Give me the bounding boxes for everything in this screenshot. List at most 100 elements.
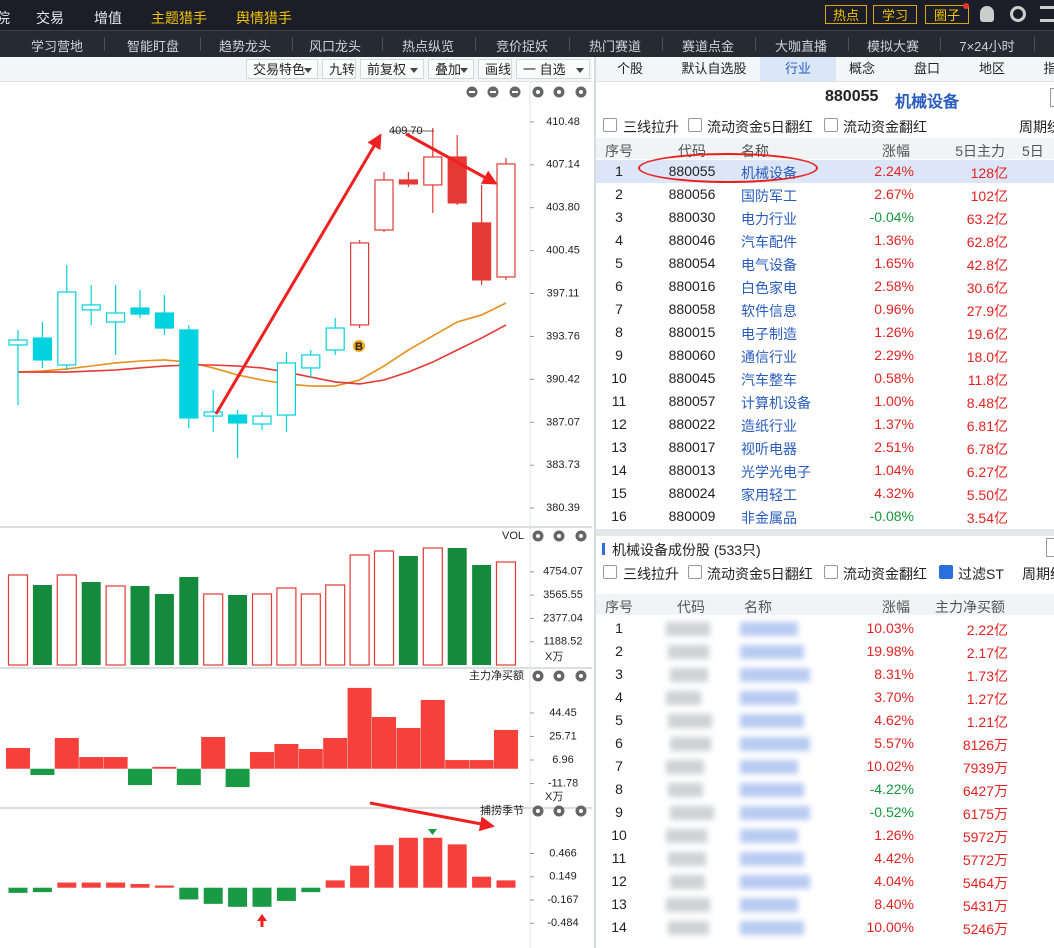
sub-nav-item[interactable]: 热点纵览 <box>401 39 454 54</box>
row-index: 1 <box>615 620 623 636</box>
main-net-buy: 5464万 <box>962 875 1008 891</box>
sub-nav-item[interactable]: 智能盯盘 <box>126 39 179 54</box>
tab[interactable]: 默认自选股 <box>681 61 747 76</box>
checkbox[interactable] <box>603 118 617 132</box>
change-pct: 5.57% <box>874 735 914 751</box>
filter-label[interactable]: 周期统 <box>1019 119 1054 135</box>
icon-inner <box>579 534 583 538</box>
nav-item[interactable]: 舆情猎手 <box>236 10 292 26</box>
row-index: 10 <box>611 827 627 843</box>
checkbox[interactable] <box>824 565 838 579</box>
row-index: 14 <box>611 919 627 935</box>
main-net-5d: 19.6亿 <box>966 326 1008 342</box>
checkbox[interactable] <box>939 565 953 579</box>
sub-nav-item[interactable]: 大咖直播 <box>774 39 827 54</box>
main-net-buy: 2.22亿 <box>966 622 1008 638</box>
sector-name: 电气设备 <box>741 257 797 273</box>
sub-nav-item[interactable]: 模拟大赛 <box>866 39 919 54</box>
nav-button[interactable]: 学习 <box>873 5 917 24</box>
sector-code: 880024 <box>668 485 716 501</box>
sector-code: 880015 <box>668 324 716 340</box>
checkbox[interactable] <box>688 118 702 132</box>
menu-icon[interactable] <box>1040 6 1054 22</box>
y-tick-label: 1188.52 <box>544 636 583 648</box>
nav-item[interactable]: 交易 <box>36 10 64 26</box>
blurred-code <box>670 806 714 820</box>
sub-nav-item[interactable]: 趋势龙头 <box>218 39 271 54</box>
separator <box>662 37 663 51</box>
main-net-buy: 8126万 <box>962 737 1008 753</box>
main-net-buy: 1.73亿 <box>966 668 1008 684</box>
bar <box>176 768 201 786</box>
section-count: (533只) <box>714 542 761 558</box>
sector-name: 造纸行业 <box>741 418 797 434</box>
filter-label[interactable]: 过滤ST <box>958 566 1004 582</box>
tab[interactable]: 个股 <box>616 61 643 76</box>
filter-label[interactable]: 三线拉升 <box>623 119 679 135</box>
blurred-code <box>668 645 709 659</box>
user-icon[interactable] <box>980 6 994 22</box>
toolbar-button[interactable]: 九转 <box>322 59 356 79</box>
change-pct: 1.37% <box>874 416 914 432</box>
change-pct: 1.26% <box>874 827 914 843</box>
icon-inner <box>512 91 518 93</box>
sub-nav-item[interactable]: 7×24小时 <box>959 39 1015 54</box>
blurred-name <box>740 622 798 636</box>
candle-body <box>447 156 467 204</box>
bar <box>422 547 443 666</box>
bar <box>300 593 321 666</box>
toolbar-button[interactable]: 交易特色 <box>246 59 318 79</box>
bar <box>252 887 272 907</box>
filter-label[interactable]: 流动资金5日翻红 <box>707 566 813 582</box>
tab[interactable]: 概念 <box>848 61 875 76</box>
nav-item[interactable]: 主题猎手 <box>151 10 207 26</box>
toolbar-button[interactable]: 画线 <box>478 59 512 79</box>
y-tick-label: 25.71 <box>549 730 577 742</box>
filter-label[interactable]: 三线拉升 <box>623 566 679 582</box>
toolbar-button[interactable]: 前复权 <box>360 59 424 79</box>
sector-code: 880030 <box>668 209 716 225</box>
bar <box>130 585 150 665</box>
bar <box>106 882 126 888</box>
filter-label[interactable]: 流动资金翻红 <box>843 566 927 582</box>
icon-inner <box>557 674 561 678</box>
toolbar-button[interactable]: 一 自选 <box>516 59 590 79</box>
row-index: 8 <box>615 781 623 797</box>
sub-nav-item[interactable]: 风口龙头 <box>308 39 361 54</box>
row-index: 12 <box>611 416 627 432</box>
sub-nav-item[interactable]: 学习营地 <box>30 39 83 54</box>
moving-average-line <box>17 302 507 387</box>
nav-item[interactable]: 院 <box>0 10 10 26</box>
column-header: 序号 <box>605 143 633 159</box>
column-header: 代码 <box>677 599 705 615</box>
sub-nav-item[interactable]: 赛道点金 <box>681 39 734 54</box>
tab[interactable]: 地区 <box>978 61 1005 76</box>
tab[interactable]: 行业 <box>760 57 836 81</box>
toolbar-button[interactable]: 叠加 <box>428 59 474 79</box>
tab[interactable]: 指 <box>1043 61 1054 76</box>
unit-label: X万 <box>545 651 563 663</box>
y-tick-label: 383.73 <box>546 459 580 471</box>
change-pct: 8.40% <box>874 896 914 912</box>
row-index: 9 <box>615 804 623 820</box>
sector-name: 光学光电子 <box>741 464 811 480</box>
blurred-name <box>740 714 804 728</box>
change-pct: -0.08% <box>869 508 914 524</box>
sector-name: 软件信息 <box>741 303 797 319</box>
settings-icon[interactable] <box>1010 6 1026 22</box>
filter-label[interactable]: 流动资金5日翻红 <box>707 119 813 135</box>
signal-marker <box>428 829 437 835</box>
checkbox[interactable] <box>603 565 617 579</box>
nav-button[interactable]: 圈子 <box>925 5 969 24</box>
nav-item[interactable]: 增值 <box>94 10 122 26</box>
checkbox[interactable] <box>688 565 702 579</box>
tab[interactable]: 盘口 <box>913 61 940 76</box>
sub-nav-item[interactable]: 热门赛道 <box>588 39 641 54</box>
nav-button[interactable]: 热点 <box>825 5 867 24</box>
y-tick-label: 44.45 <box>549 707 577 719</box>
filter-label[interactable]: 周期统 <box>1022 566 1054 582</box>
sub-nav-item[interactable]: 竞价捉妖 <box>495 39 548 54</box>
change-pct: 2.67% <box>874 186 914 202</box>
filter-label[interactable]: 流动资金翻红 <box>843 119 927 135</box>
checkbox[interactable] <box>824 118 838 132</box>
